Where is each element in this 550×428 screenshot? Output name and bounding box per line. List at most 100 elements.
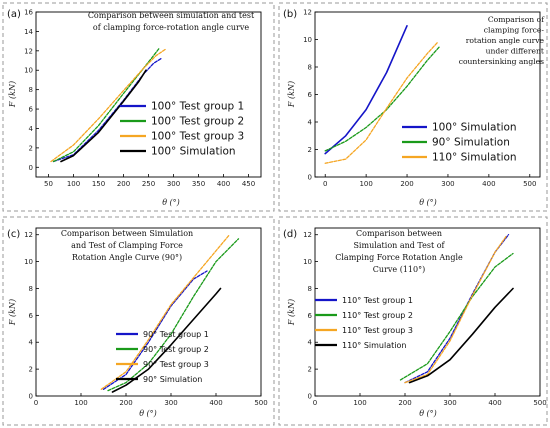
x-axis-title: θ (°): [139, 409, 157, 418]
series-line-1: [52, 57, 162, 163]
x-tick-label: 0: [323, 180, 327, 188]
y-tick-label: 4: [308, 119, 313, 127]
legend-label: 100° Simulation: [151, 146, 236, 158]
panel-title-line: Simulation and Test of: [353, 241, 445, 250]
x-tick-label: 200: [400, 180, 413, 188]
series-line-2: [399, 252, 514, 381]
panel-title-line: Comparison between: [356, 229, 442, 238]
y-tick-label: 12: [24, 231, 33, 239]
x-axis-title: θ (°): [162, 198, 180, 207]
panel-letter: (a): [7, 9, 21, 20]
x-tick-label: 150: [92, 180, 105, 188]
panel-frame: [278, 2, 548, 212]
series-line-4: [111, 287, 222, 393]
chart-panel-4: 0 100 200 300 400 500 0 2 4 6 8 10 12 θ (°) F (kN) (d) C…: [278, 216, 548, 426]
series-line-2: [107, 238, 240, 392]
x-tick-label: 400: [482, 180, 495, 188]
y-tick-label: 2: [308, 366, 312, 374]
legend-label: 90° Test group 2: [143, 345, 209, 354]
series-line-3: [324, 41, 439, 164]
y-tick-label: 8: [308, 64, 312, 72]
y-tick-label: 12: [303, 231, 312, 239]
plot-area-border: [35, 227, 262, 397]
panel-title-line: under different: [486, 47, 544, 56]
panel-title-line: clamping force-: [484, 26, 545, 35]
panel-title-line: rotation angle curve: [466, 36, 545, 45]
series-line-1: [102, 270, 208, 390]
chart-panel-2: 0 100 200 300 400 500 0 2 4 6 8 10 12 θ (°) F (kN) (b) C…: [278, 2, 548, 212]
legend-label: 90° Test group 1: [143, 330, 209, 339]
panel-letter: (b): [283, 9, 297, 20]
panel-title-line: Comparison of: [488, 15, 545, 24]
series-line-4: [60, 69, 147, 163]
panel-title-line: Comparison between Simulation: [61, 229, 193, 238]
x-tick-label: 500: [523, 180, 536, 188]
x-tick-label: 350: [192, 180, 205, 188]
x-tick-label: 250: [142, 180, 155, 188]
panel-frame: [2, 216, 275, 426]
x-tick-label: 200: [398, 399, 411, 407]
legend-label: 100° Test group 3: [151, 131, 244, 143]
chart-panel-1: 50 100 150 200 250 300 350 400 450 0 2 4 6 8 10 12 14 16 θ…: [2, 2, 275, 212]
y-tick-label: 10: [24, 67, 33, 75]
panel-frame: [278, 216, 548, 426]
y-tick-label: 8: [308, 285, 312, 293]
legend-label: 110° Test group 1: [342, 296, 413, 305]
series-line-3: [50, 48, 167, 163]
y-tick-label: 16: [24, 9, 33, 17]
x-tick-label: 50: [44, 180, 53, 188]
y-axis-title: F (kN): [8, 81, 17, 108]
x-tick-label: 0: [34, 399, 38, 407]
series-line-2: [324, 45, 441, 152]
y-tick-label: 6: [308, 91, 313, 99]
series-line-1: [324, 25, 408, 155]
x-tick-label: 100: [67, 180, 80, 188]
y-tick-label: 8: [29, 86, 33, 94]
y-tick-label: 10: [24, 258, 33, 266]
y-tick-label: 12: [24, 47, 33, 55]
x-tick-label: 300: [443, 399, 456, 407]
legend-label: 110° Simulation: [432, 152, 517, 164]
y-tick-label: 2: [29, 366, 33, 374]
panel-title-line: Comparison between simulation and test: [88, 11, 255, 20]
legend-label: 110° Test group 2: [342, 311, 413, 320]
x-tick-label: 200: [117, 180, 130, 188]
panel-title-line: Curve (110°): [373, 265, 425, 274]
y-tick-label: 14: [24, 28, 33, 36]
y-tick-label: 10: [303, 258, 312, 266]
x-tick-label: 400: [209, 399, 222, 407]
y-tick-label: 0: [29, 393, 33, 401]
panel-frame: [2, 2, 275, 212]
panel-title-line: countersinking angles: [459, 57, 544, 66]
y-tick-label: 0: [29, 164, 33, 172]
y-tick-label: 10: [303, 36, 312, 44]
x-tick-label: 100: [359, 180, 372, 188]
panel-title-line: Clamping Force Rotation Angle: [335, 253, 463, 262]
panel-title-line: of clamping force-rotation angle curve: [93, 23, 249, 32]
y-tick-label: 0: [308, 174, 312, 182]
x-tick-label: 500: [533, 399, 546, 407]
x-tick-label: 450: [242, 180, 255, 188]
x-tick-label: 400: [488, 399, 501, 407]
y-tick-label: 4: [29, 125, 34, 133]
panel-letter: (c): [7, 229, 20, 240]
series-line-3: [100, 234, 231, 390]
legend-label: 90° Test group 3: [143, 360, 209, 369]
y-tick-label: 6: [308, 312, 313, 320]
y-tick-label: 4: [308, 339, 313, 347]
x-tick-label: 500: [254, 399, 267, 407]
x-tick-label: 400: [217, 180, 230, 188]
chart-panel-3: 0 100 200 300 400 500 0 2 4 6 8 10 12 θ (°) F (kN) (c) C…: [2, 216, 275, 426]
y-tick-label: 4: [29, 339, 34, 347]
series-line-4: [408, 287, 514, 384]
y-tick-label: 6: [29, 106, 34, 114]
x-tick-label: 100: [353, 399, 366, 407]
x-tick-label: 300: [164, 399, 177, 407]
x-tick-label: 0: [313, 399, 317, 407]
x-tick-label: 300: [441, 180, 454, 188]
panel-letter: (d): [283, 229, 297, 240]
legend-label: 90° Simulation: [432, 137, 510, 149]
y-tick-label: 2: [29, 144, 33, 152]
panel-title-line: Rotation Angle Curve (90°): [72, 253, 182, 262]
